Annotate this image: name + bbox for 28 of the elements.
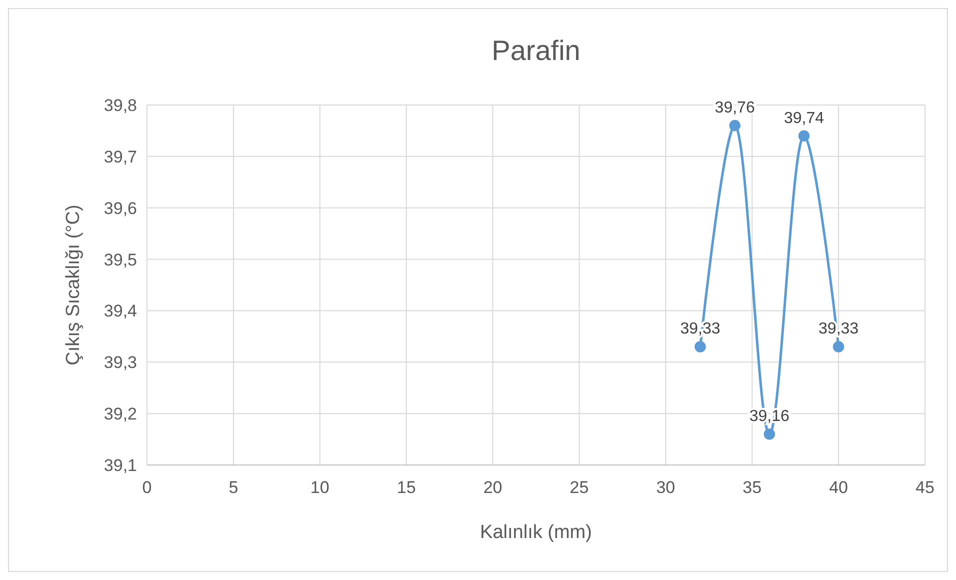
x-tick-label: 20 xyxy=(483,478,502,497)
data-label: 39,76 xyxy=(714,100,755,117)
x-tick-label: 15 xyxy=(396,478,416,497)
x-tick-label: 10 xyxy=(310,478,330,497)
y-tick-label: 39,4 xyxy=(104,302,137,321)
y-tick-label: 39,5 xyxy=(104,250,137,270)
x-tick-label: 0 xyxy=(142,478,152,497)
x-axis-title: Kalınlık (mm) xyxy=(480,522,592,543)
x-tick-label: 45 xyxy=(916,478,934,497)
point xyxy=(798,130,810,142)
y-tick-label: 39,6 xyxy=(104,198,137,218)
y-tick-label: 39,1 xyxy=(104,456,137,475)
y-tick-label: 39,7 xyxy=(104,147,137,166)
y-axis-title: Çıkış Sıcaklığı (°C) xyxy=(63,204,84,366)
y-tick-label: 39,2 xyxy=(104,404,137,424)
y-tick-label: 39,8 xyxy=(104,96,137,115)
point xyxy=(729,120,740,132)
x-tick-label: 30 xyxy=(656,478,676,497)
point xyxy=(694,341,706,352)
x-tick-label: 25 xyxy=(570,478,589,497)
y-tick-label: 39,3 xyxy=(104,353,137,372)
chart-title: Parafin xyxy=(492,35,580,66)
x-tick-label: 35 xyxy=(742,478,762,497)
x-tick-label: 40 xyxy=(829,478,848,497)
point xyxy=(832,341,844,352)
data-label: 39,74 xyxy=(784,110,824,127)
x-tick-label: 5 xyxy=(228,478,238,497)
point xyxy=(764,428,776,440)
